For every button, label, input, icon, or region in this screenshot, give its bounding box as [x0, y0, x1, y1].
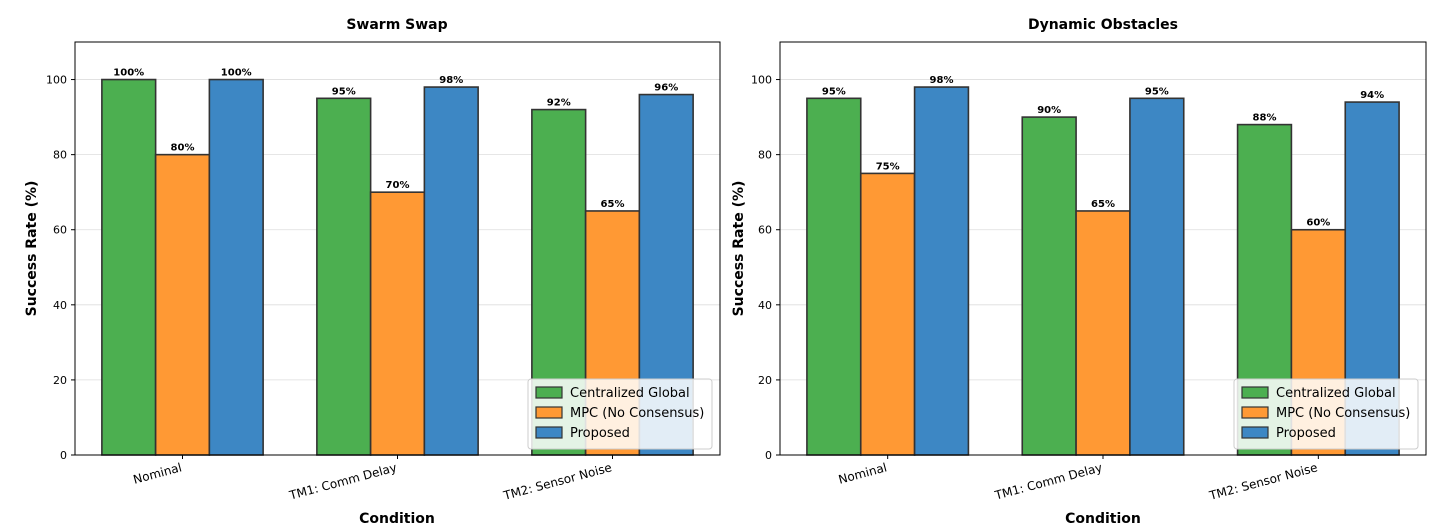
y-tick-label: 20: [758, 374, 772, 387]
x-tick-label: TM2: Sensor Noise: [1207, 460, 1319, 503]
y-tick-label: 60: [758, 224, 772, 237]
legend-box: [1233, 378, 1419, 450]
data-label: 94%: [1360, 90, 1384, 101]
data-label: 96%: [654, 83, 678, 94]
bar-centralized-global-1: [806, 97, 862, 456]
data-label: 95%: [332, 86, 356, 97]
legend-swatch: [1241, 426, 1269, 439]
data-label: 100%: [113, 68, 144, 79]
bar-proposed-1: [208, 78, 264, 456]
legend-entry: Proposed: [570, 426, 630, 441]
y-tick-label: 20: [53, 374, 67, 387]
bar-proposed-2: [1129, 97, 1185, 456]
legend-entry: MPC (No Consensus): [1276, 406, 1410, 421]
data-label: 90%: [1037, 105, 1061, 116]
legend: Centralized Global MPC (No Consensus) Prop…: [1233, 378, 1419, 450]
legend-box: [527, 378, 713, 450]
chart-title: Swarm Swap: [346, 17, 447, 33]
data-label: 98%: [930, 75, 954, 86]
y-tick-label: 0: [765, 449, 772, 462]
y-tick-label: 80: [53, 149, 67, 162]
bar-centralized-global-1: [101, 78, 157, 456]
bar-mpc-no-consensus-2: [369, 191, 426, 456]
bar-centralized-global-2: [316, 97, 372, 456]
data-label: 75%: [876, 161, 900, 172]
chart-panel-2: 95% 90% 88% 75% 65% 60% 98% 95% 94% 0 20 40 60 80 100 N…: [731, 17, 1427, 527]
y-tick-label: 80: [758, 149, 772, 162]
data-label: 88%: [1253, 113, 1277, 124]
data-label: 100%: [221, 68, 252, 79]
data-label: 95%: [1145, 86, 1169, 97]
x-tick-label: Nominal: [837, 460, 889, 486]
data-label: 65%: [601, 199, 625, 210]
legend-swatch: [1241, 386, 1269, 399]
bar-proposed-1: [913, 86, 970, 456]
y-tick-label: 60: [53, 224, 67, 237]
x-tick-label: TM1: Comm Delay: [287, 460, 398, 502]
data-label: 92%: [547, 98, 571, 109]
y-tick-label: 100: [46, 74, 67, 87]
legend-entry: Centralized Global: [570, 386, 690, 401]
legend-swatch: [535, 406, 563, 419]
legend-entry: Centralized Global: [1276, 386, 1396, 401]
x-tick-label: Nominal: [132, 460, 184, 486]
y-tick-label: 100: [751, 74, 772, 87]
legend-entry: Proposed: [1276, 426, 1336, 441]
data-label: 70%: [386, 180, 410, 191]
data-label: 98%: [439, 75, 463, 86]
bar-proposed-2: [423, 86, 479, 456]
data-label: 65%: [1091, 199, 1115, 210]
bar-mpc-no-consensus-1: [859, 172, 916, 456]
x-tick-label: TM2: Sensor Noise: [501, 460, 613, 503]
x-axis-label: Condition: [359, 511, 435, 527]
x-tick-label: TM1: Comm Delay: [992, 460, 1103, 502]
bar-centralized-global-2: [1021, 116, 1077, 456]
chart-title: Dynamic Obstacles: [1028, 17, 1178, 33]
legend-swatch: [1241, 406, 1269, 419]
y-axis-label: Success Rate (%): [731, 181, 747, 317]
data-label: 60%: [1306, 218, 1330, 229]
y-tick-label: 40: [758, 299, 772, 312]
bar-mpc-no-consensus-1: [154, 153, 211, 456]
legend-swatch: [535, 386, 563, 399]
data-label: 95%: [822, 86, 846, 97]
bar-mpc-no-consensus-2: [1075, 210, 1131, 456]
y-tick-label: 0: [60, 449, 67, 462]
y-tick-label: 40: [53, 299, 67, 312]
data-label: 80%: [171, 143, 195, 154]
legend-swatch: [535, 426, 563, 439]
chart-panel-1: 100% 95% 92% 80% 70% 65% 100% 98% 96% 0 20 40 60 80 10…: [24, 17, 721, 527]
legend: Centralized Global MPC (No Consensus) Prop…: [527, 378, 713, 450]
x-axis-label: Condition: [1065, 511, 1141, 527]
legend-entry: MPC (No Consensus): [570, 406, 704, 421]
y-axis-label: Success Rate (%): [24, 181, 40, 317]
